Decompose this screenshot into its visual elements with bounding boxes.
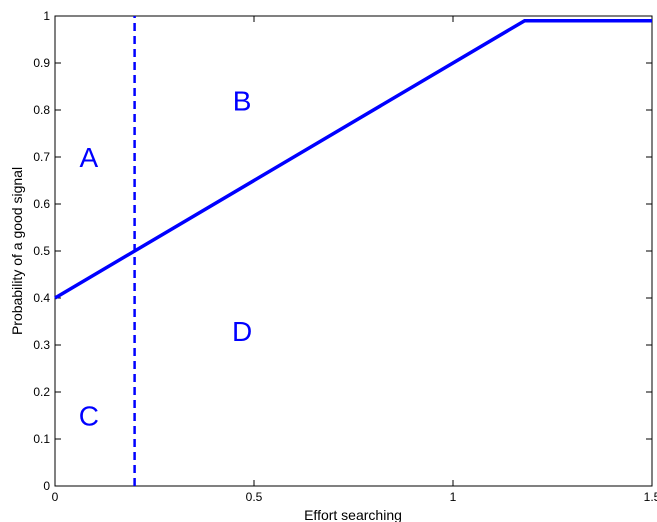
y-tick-label: 0.7: [33, 150, 50, 164]
plot-area: [54, 15, 653, 487]
y-tick-label: 0: [43, 479, 50, 493]
x-axis-ticks: 0 0.5 1 1.5: [52, 16, 657, 504]
y-tick-label: 0.6: [33, 197, 50, 211]
x-tick-label: 0.5: [246, 490, 263, 504]
y-tick-label: 0.3: [33, 338, 50, 352]
y-tick-label: 0.2: [33, 385, 50, 399]
probability-line: [54, 18, 652, 300]
x-tick-label: 1: [450, 490, 457, 504]
y-tick-label: 0.1: [33, 432, 50, 446]
y-tick-label: 0.9: [33, 56, 50, 70]
y-axis-label: Probability of a good signal: [9, 167, 25, 335]
region-label-d: D: [232, 316, 252, 347]
y-tick-label: 0.5: [33, 244, 50, 258]
y-tick-label: 0.8: [33, 103, 50, 117]
region-label-b: B: [233, 86, 252, 117]
region-labels: A B C D: [79, 86, 252, 432]
y-tick-label: 1: [43, 9, 50, 23]
x-tick-label: 1.5: [644, 490, 657, 504]
y-axis-ticks: 0 0.1 0.2 0.3 0.4 0.5 0.6 0.7 0.8 0.9 1: [33, 9, 652, 493]
series-group: [54, 16, 652, 486]
x-axis-label: Effort searching: [304, 507, 402, 522]
y-tick-label: 0.4: [33, 291, 50, 305]
region-label-a: A: [79, 142, 98, 173]
x-tick-label: 0: [52, 490, 59, 504]
region-label-c: C: [79, 401, 99, 432]
